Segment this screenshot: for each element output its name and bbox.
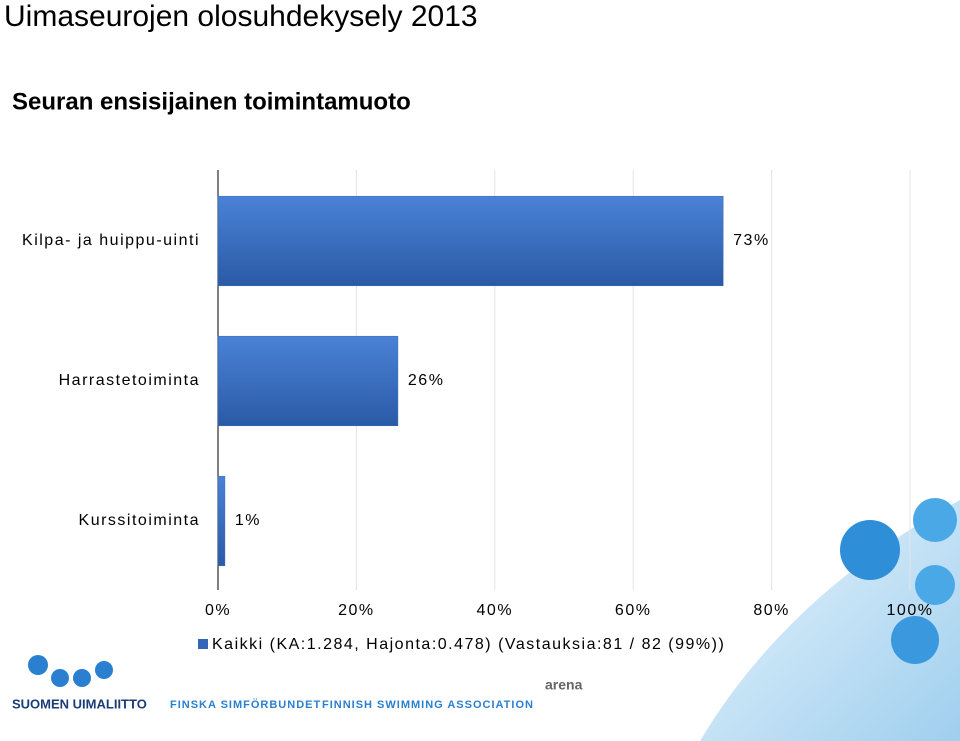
category-label: Kurssitoiminta: [79, 512, 200, 529]
footer-english: FINNISH SWIMMING ASSOCIATION: [322, 699, 534, 711]
legend-label: Kaikki (KA:1.284, Hajonta:0.478) (Vastau…: [212, 636, 725, 653]
decor-icon: [913, 498, 957, 542]
chart-title: Uimaseurojen olosuhdekysely 2013: [4, 0, 478, 33]
x-tick-label: 60%: [615, 602, 652, 619]
logo-icon: [51, 669, 69, 687]
logo-icon: [73, 669, 91, 687]
chart-subtitle: Seuran ensisijainen toimintamuoto: [12, 88, 411, 115]
x-tick-label: 100%: [887, 602, 934, 619]
decor-icon: [840, 520, 900, 580]
value-label: 1%: [235, 512, 261, 529]
logo-icon: [28, 655, 48, 675]
x-tick-label: 20%: [338, 602, 375, 619]
x-tick-label: 40%: [477, 602, 514, 619]
decor-icon: [891, 616, 939, 664]
value-label: 26%: [408, 372, 445, 389]
footer-logo: SUOMEN UIMALIITTO: [12, 696, 147, 711]
footer: SUOMEN UIMALIITTO FINSKA SIMFÖRBUNDET FI…: [12, 655, 583, 711]
category-label: Harrastetoiminta: [59, 372, 200, 389]
decor-icon: [915, 565, 955, 605]
logo-icon: [95, 661, 113, 679]
bar: [217, 475, 226, 567]
sponsor: arena: [545, 677, 583, 693]
category-label: Kilpa- ja huippu-uinti: [22, 232, 200, 249]
footer-swedish: FINSKA SIMFÖRBUNDET: [170, 698, 321, 711]
legend-swatch: [198, 639, 208, 649]
x-tick-label: 80%: [753, 602, 790, 619]
x-tick-label: 0%: [205, 602, 231, 619]
plot: 0% 20% 40% 60% 80% 100% Kilpa- ja huippu-uinti…: [22, 170, 934, 653]
value-label: 73%: [733, 232, 770, 249]
bar: [217, 195, 724, 287]
bar: [217, 335, 399, 427]
